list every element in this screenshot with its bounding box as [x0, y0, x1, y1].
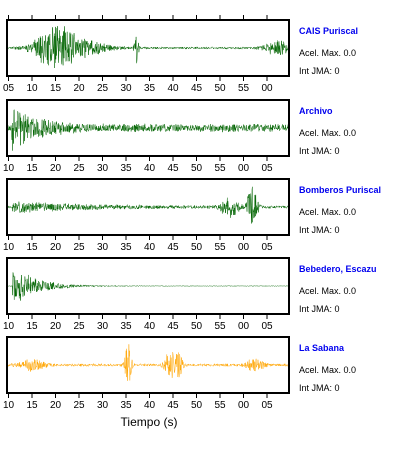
x-tick-label: 15 [26, 242, 38, 253]
x-tick-label: 45 [191, 83, 203, 94]
panel-5: 10 15 20 25 30 35 40 45 50 55 00 05 La Sabana Acel. M… [3, 336, 356, 411]
x-tick-label: 00 [238, 321, 250, 332]
panel-frame [6, 19, 290, 77]
panel-3: 10 15 20 25 30 35 40 45 50 55 00 05 Bomberos Purisca… [3, 178, 381, 253]
x-tick-label: 05 [3, 83, 15, 94]
x-tick-label: 25 [97, 83, 109, 94]
x-tick-label: 40 [167, 83, 179, 94]
x-tick-label: 55 [214, 163, 226, 174]
x-tick-label: 45 [167, 400, 179, 411]
x-tick-label: 05 [261, 400, 273, 411]
x-tick-label: 35 [144, 83, 156, 94]
x-tick-label: 05 [261, 242, 273, 253]
panel-2: 10 15 20 25 30 35 40 45 50 55 00 05 Archivo Acel. Max… [3, 99, 356, 174]
trace-line [6, 344, 290, 381]
x-tick-label: 50 [191, 242, 203, 253]
panel-frame [6, 257, 290, 315]
x-tick-label: 20 [50, 321, 62, 332]
x-tick-label: 20 [50, 400, 62, 411]
x-tick-label: 55 [214, 321, 226, 332]
x-tick-label: 15 [50, 83, 62, 94]
x-tick-label: 35 [120, 400, 132, 411]
x-tick-label: 45 [167, 321, 179, 332]
x-tick-label: 35 [120, 242, 132, 253]
x-tick-label: 45 [167, 242, 179, 253]
panel-1: 05 10 15 20 25 30 35 40 45 50 55 00 CAIS Puriscal Ace… [3, 15, 358, 94]
x-tick-label: 50 [191, 321, 203, 332]
max-acceleration: Acel. Max. 0.0 [299, 207, 356, 217]
x-tick-label: 10 [3, 242, 15, 253]
max-acceleration: Acel. Max. 0.0 [299, 128, 356, 138]
x-tick-label: 30 [97, 321, 109, 332]
x-tick-label: 00 [261, 83, 273, 94]
x-tick-label: 40 [144, 400, 156, 411]
jma-intensity: Int JMA: 0 [299, 304, 340, 314]
x-tick-label: 25 [73, 321, 85, 332]
x-tick-label: 00 [238, 163, 250, 174]
x-tick-label: 00 [238, 400, 250, 411]
x-tick-label: 15 [26, 163, 38, 174]
x-tick-label: 30 [97, 163, 109, 174]
station-name: Archivo [299, 106, 333, 116]
x-tick-label: 00 [238, 242, 250, 253]
x-tick-label: 45 [167, 163, 179, 174]
trace-line [6, 109, 290, 151]
max-acceleration: Acel. Max. 0.0 [299, 48, 356, 58]
x-tick-label: 20 [50, 163, 62, 174]
trace-line [6, 26, 290, 69]
x-tick-label: 30 [120, 83, 132, 94]
panel-frame [6, 178, 290, 236]
x-tick-label: 10 [3, 163, 15, 174]
max-acceleration: Acel. Max. 0.0 [299, 365, 356, 375]
x-tick-label: 20 [73, 83, 85, 94]
jma-intensity: Int JMA: 0 [299, 225, 340, 235]
x-tick-label: 30 [97, 242, 109, 253]
panels-group: 05 10 15 20 25 30 35 40 45 50 55 00 CAIS Puriscal Ace… [3, 15, 381, 411]
x-tick-label: 25 [73, 163, 85, 174]
x-tick-label: 10 [3, 400, 15, 411]
panel-4: 10 15 20 25 30 35 40 45 50 55 00 05 Bebedero, Escazu… [3, 257, 377, 332]
x-tick-label: 35 [120, 321, 132, 332]
x-tick-label: 10 [26, 83, 38, 94]
jma-intensity: Int JMA: 0 [299, 383, 340, 393]
x-tick-label: 40 [144, 242, 156, 253]
x-tick-label: 50 [191, 163, 203, 174]
trace-line [6, 186, 290, 224]
max-acceleration: Acel. Max. 0.0 [299, 286, 356, 296]
x-tick-label: 15 [26, 400, 38, 411]
x-tick-label: 15 [26, 321, 38, 332]
x-tick-label: 30 [97, 400, 109, 411]
panel-frame [6, 99, 290, 157]
x-tick-label: 05 [261, 321, 273, 332]
x-axis-label: Tiempo (s) [121, 415, 178, 429]
x-tick-label: 10 [3, 321, 15, 332]
jma-intensity: Int JMA: 0 [299, 146, 340, 156]
x-tick-label: 55 [214, 400, 226, 411]
x-tick-label: 55 [238, 83, 250, 94]
x-tick-label: 35 [120, 163, 132, 174]
x-tick-label: 25 [73, 400, 85, 411]
jma-intensity: Int JMA: 0 [299, 66, 340, 76]
station-name: Bomberos Puriscal [299, 185, 381, 195]
x-tick-label: 50 [214, 83, 226, 94]
x-tick-label: 20 [50, 242, 62, 253]
x-tick-label: 25 [73, 242, 85, 253]
x-tick-label: 05 [261, 163, 273, 174]
x-tick-label: 40 [144, 163, 156, 174]
x-tick-label: 40 [144, 321, 156, 332]
x-tick-label: 50 [191, 400, 203, 411]
station-name: La Sabana [299, 343, 345, 353]
trace-line [6, 272, 290, 301]
x-tick-label: 55 [214, 242, 226, 253]
station-name: CAIS Puriscal [299, 26, 358, 36]
panel-frame [6, 336, 290, 394]
station-name: Bebedero, Escazu [299, 264, 377, 274]
